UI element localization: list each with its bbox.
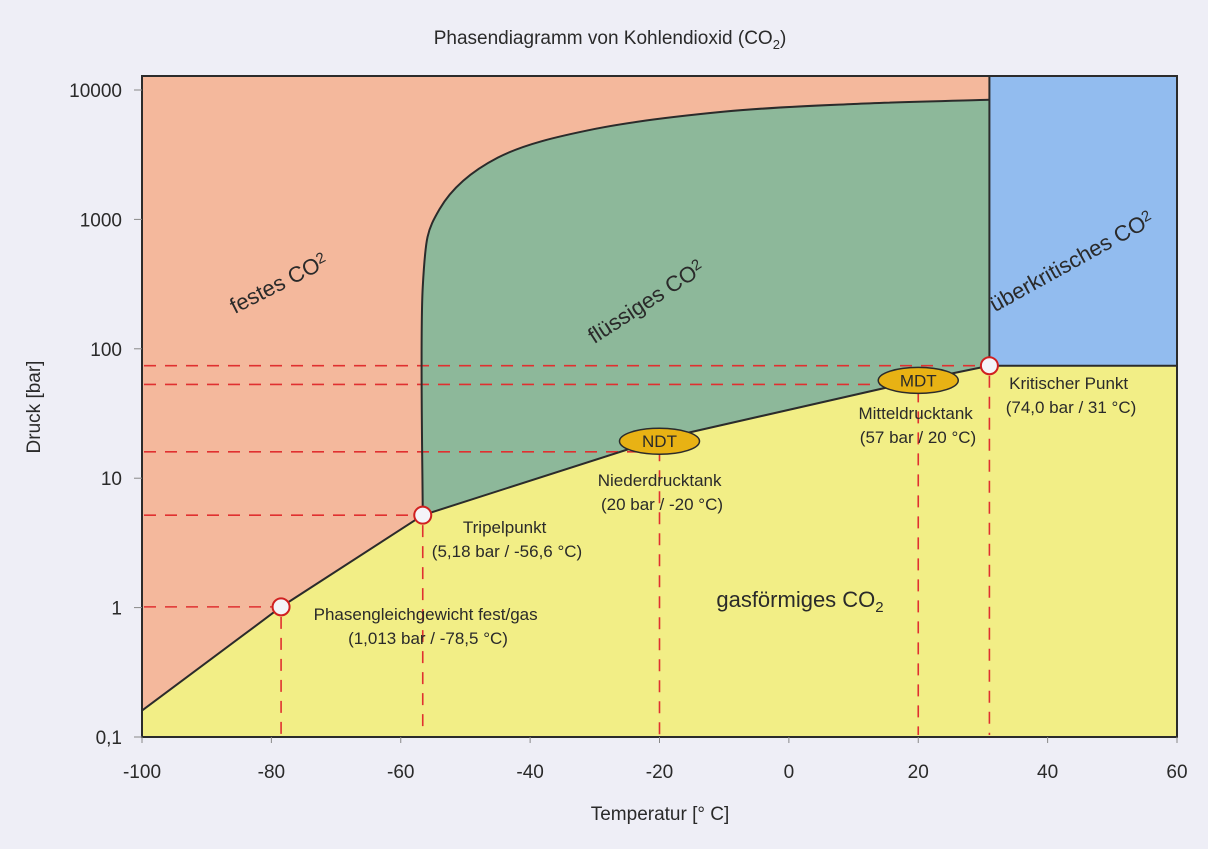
mdt-badge (877, 366, 959, 395)
guide-lines (144, 364, 991, 735)
y-tick-label: 1 (111, 599, 122, 620)
y-tick-label: 10000 (69, 81, 122, 102)
x-tick-label: 60 (1166, 762, 1187, 783)
x-tick-label: -60 (387, 762, 414, 783)
gas-region-label: gasförmiges CO2 (716, 587, 883, 616)
tank-badges: NDT MDT (618, 366, 959, 455)
melting-curve (420, 98, 990, 516)
sublimation-point-label: Phasengleichgewicht fest/gas (1,013 bar … (314, 605, 543, 648)
vaporization-curve (422, 364, 990, 517)
y-tick-label: 1000 (80, 210, 122, 231)
y-tick-label: 0,1 (96, 728, 122, 749)
supercritical-region (989, 76, 1177, 366)
liquid-region (421, 99, 990, 516)
x-tick-label: -40 (516, 762, 543, 783)
y-tick-label: 100 (90, 340, 122, 361)
markers (271, 356, 999, 617)
triple-point-marker (413, 505, 433, 525)
y-tick-label: 10 (101, 469, 122, 490)
sublimation-point-marker (271, 597, 291, 617)
plot-area (141, 75, 1178, 738)
y-axis-title: Druck [bar] (24, 361, 45, 454)
ndt-badge (618, 427, 701, 455)
x-tick-label: 40 (1037, 762, 1058, 783)
critical-point-label: Kritischer Punkt (74,0 bar / 31 °C) (1006, 374, 1137, 417)
x-tick-label: 0 (784, 762, 795, 783)
triple-point-label: Tripelpunkt (5,18 bar / -56,6 °C) (432, 518, 582, 561)
x-tick-label: -80 (258, 762, 285, 783)
x-axis-title: Temperatur [° C] (591, 804, 730, 825)
mdt-label: Mitteldrucktank (57 bar / 20 °C) (858, 404, 977, 447)
x-tick-label: -20 (646, 762, 673, 783)
mdt-badge-text: MDT (900, 371, 937, 390)
critical-point-marker (979, 356, 999, 376)
chart-title: Phasendiagramm von Kohlendioxid (CO2) (434, 28, 787, 52)
x-tick-label: -100 (123, 762, 161, 783)
ndt-label: Niederdrucktank (20 bar / -20 °C) (598, 471, 727, 514)
axes: -100 -80 -60 -40 -20 0 20 40 60 0,1 1 10 100 1000 1000… (69, 81, 1187, 783)
x-tick-label: 20 (908, 762, 929, 783)
ndt-badge-text: NDT (642, 432, 677, 451)
